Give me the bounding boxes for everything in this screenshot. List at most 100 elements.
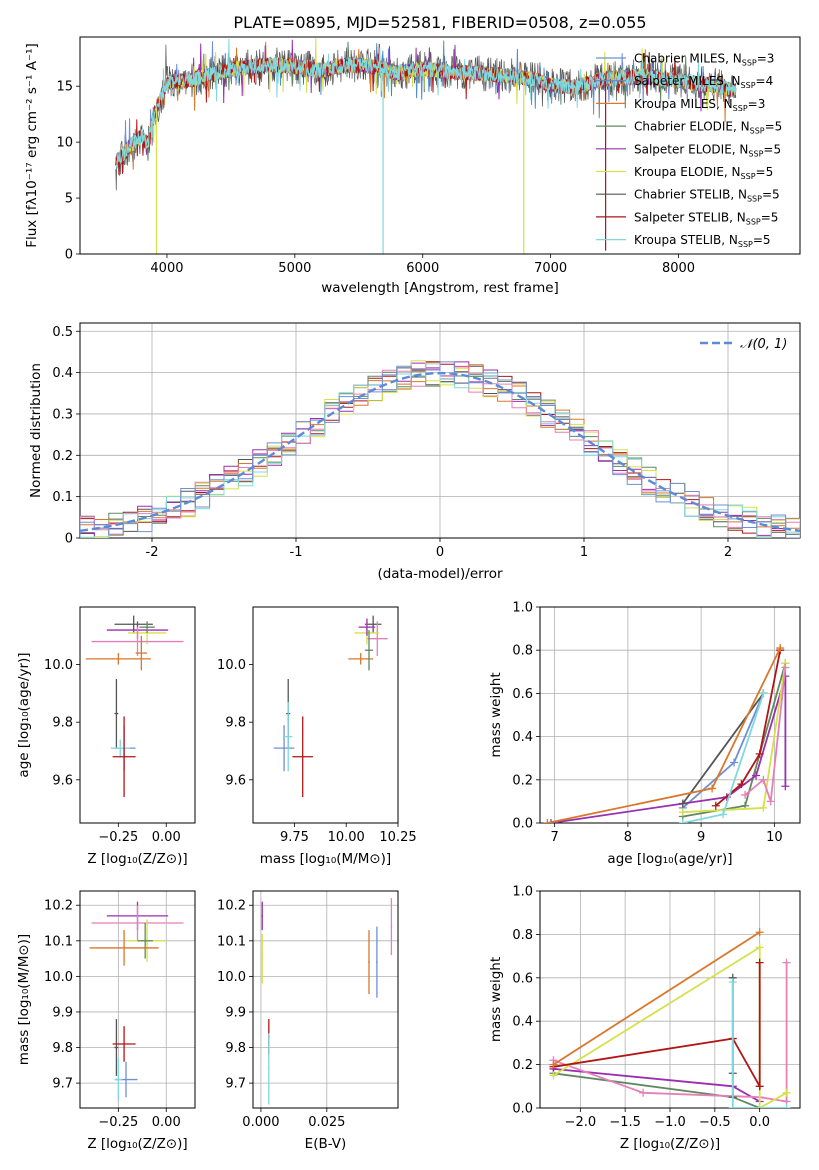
y-tick-label: 9.7 [52,1077,73,1092]
x-tick-label: 1 [580,545,588,560]
y-tick-label: 0.5 [52,325,73,340]
weight-series [552,931,761,1066]
weight-marker [755,749,764,758]
weight-marker [708,784,717,793]
y-tick-label: 0.1 [52,490,73,505]
x-tick-label: 7 [551,830,559,845]
y-axis-label: Normed distribution [28,363,44,498]
x-tick-label: 6000 [406,261,439,276]
weight-marker [737,780,746,789]
x-tick-label: 0.00 [152,1115,181,1130]
legend-label: Chabrier MILES, NSSP=3 [634,52,774,68]
y-axis-label: age [log₁₀(age/yr)] [16,652,32,777]
y-tick-label: 0.0 [512,817,533,832]
x-tick-label: -2 [146,545,159,560]
y-tick-label: 0.8 [512,928,533,943]
x-axis-label: Z [log₁₀(Z/Z⊙)] [87,851,187,867]
weight-series [682,693,765,823]
x-tick-label: 10.25 [379,830,416,845]
legend-label-tail: =5 [753,233,771,247]
y-tick-label: 0 [65,532,73,547]
metallicity-mass-panel: −0.25 0.00 9.7 9.8 9.9 10.0 10.1 10.2 Z [log₁₀(Z… [16,890,196,1152]
weight-marker [759,689,768,698]
legend-label-sub: SSP [742,59,757,68]
y-tick-label: 9.8 [225,1041,246,1056]
weight-marker [678,808,687,817]
legend-label-sub: SSP [741,172,756,181]
weight-marker [755,1082,764,1091]
axes-frame [539,606,801,824]
y-tick-label: 0.4 [512,730,533,745]
y-tick-label: 0.2 [512,773,533,788]
y-tick-label: 9.9 [225,1005,246,1020]
y-tick-label: 0.3 [52,407,73,422]
legend-label-main: Kroupa MILES, N [634,97,733,111]
legend-label: Kroupa MILES, NSSP=3 [634,97,765,113]
y-tick-label: 10.1 [44,934,73,949]
x-tick-label: −2.0 [565,1115,597,1130]
x-axis-label: Z [log₁₀(Z/Z⊙)] [87,1136,187,1152]
x-axis-label: mass [log₁₀(M/M⊙)] [260,851,391,867]
y-tick-label: 10.1 [217,934,246,949]
y-tick-label: 10.2 [44,899,73,914]
y-tick-label: 1.0 [512,601,533,616]
weight-marker [755,1104,764,1108]
axes-frame [79,890,196,1109]
y-tick-label: 9.8 [52,1041,73,1056]
x-tick-label: 4000 [150,261,183,276]
weight-marker [781,782,790,791]
weight-marker [730,758,739,767]
legend-label-main: Salpeter STELIB, N [634,210,746,224]
weight-marker [759,803,768,812]
legend-label-sub: SSP [738,240,753,249]
y-tick-label: 10.0 [44,658,73,673]
legend-label: Salpeter MILES, NSSP=4 [634,74,773,90]
weight-marker [549,1071,558,1080]
weight-marker [678,799,687,808]
weight-marker [711,801,720,810]
y-tick-label: 1.0 [512,885,533,900]
errorbar-points [85,615,184,798]
y-tick-label: 9.8 [225,716,246,731]
y-tick-label: 10 [56,136,73,151]
y-tick-label: 0.4 [52,366,73,381]
legend-label: Chabrier ELODIE, NSSP=5 [634,120,782,136]
x-axis-label: (data-model)/error [377,566,503,582]
y-tick-label: 9.6 [52,773,73,788]
ebv-mass-panel: 0.000 0.025 9.7 9.8 9.9 10.0 10.1 10.2 E(B-V) [217,890,399,1152]
legend-label-main: Chabrier STELIB, N [634,188,747,202]
x-tick-label: 0.0 [749,1115,770,1130]
legend-label-main: Kroupa ELODIE, N [634,165,741,179]
normal-curve [80,371,800,532]
x-axis-label: Z [log₁₀(Z/Z⊙)] [620,1136,720,1152]
axes-frame [79,322,801,539]
legend-label-tail: =5 [765,120,783,134]
x-tick-label: 10 [766,830,783,845]
x-tick-label: −0.5 [699,1115,731,1130]
y-tick-label: 10.0 [44,970,73,985]
weight-marker [776,644,785,653]
x-tick-label: 9 [697,830,705,845]
weight-marker [782,958,791,967]
age-weight-panel: 7 8 9 10 0.0 0.2 0.4 0.6 0.8 1.0 age [log₁₀(age/yr… [488,601,801,867]
legend-label-tail: =3 [748,97,766,111]
x-tick-label: 8000 [662,261,695,276]
x-tick-label: 2 [724,545,732,560]
histograms [80,360,800,538]
legend-label-tail: =5 [761,210,779,224]
y-tick-label: 0.2 [52,449,73,464]
legend-label-tail: =5 [763,142,781,156]
y-tick-label: 10.0 [217,658,246,673]
legend-label-tail: =4 [756,74,774,88]
weight-lines [549,928,791,1108]
legend-label: Salpeter STELIB, NSSP=5 [634,210,778,226]
y-tick-label: 0.6 [512,971,533,986]
legend-label: Salpeter ELODIE, NSSP=5 [634,142,781,158]
weight-marker [741,790,750,799]
legend-label-main: Salpeter ELODIE, N [634,142,748,156]
y-tick-label: 0.2 [512,1058,533,1073]
weight-series [744,667,787,802]
weight-marker [752,771,761,780]
legend-label-sub: SSP [747,195,762,204]
